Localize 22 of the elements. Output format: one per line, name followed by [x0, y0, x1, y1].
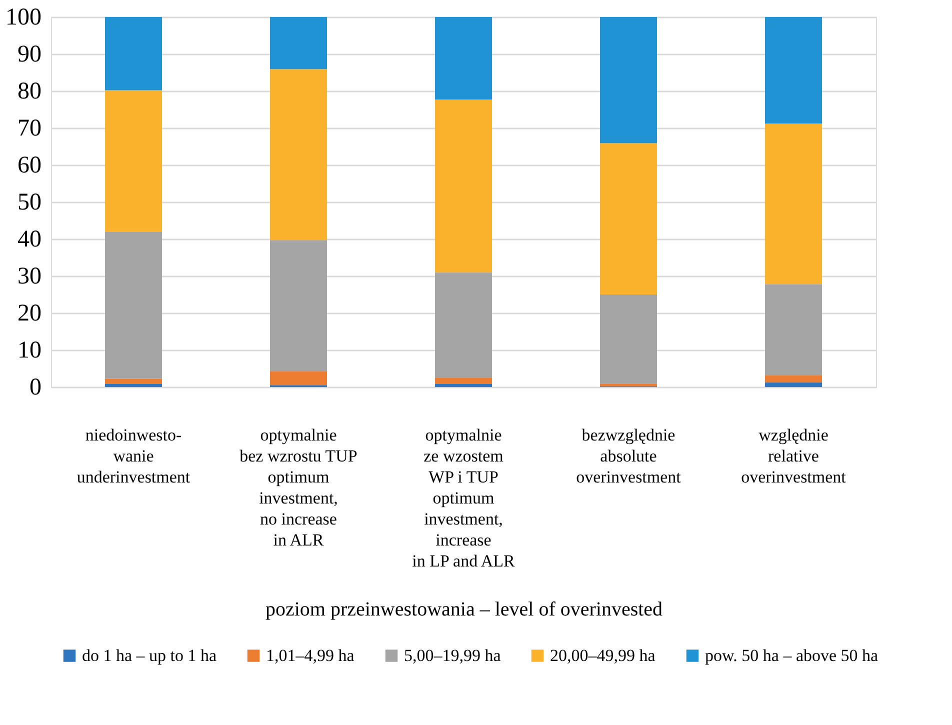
y-tick-label: 50 — [18, 190, 42, 216]
y-tick-label: 40 — [18, 226, 42, 252]
legend-label: 20,00–49,99 ha — [550, 646, 656, 665]
legend-label: pow. 50 ha – above 50 ha — [705, 646, 879, 665]
y-tick-label: 60 — [18, 152, 42, 178]
y-tick-label: 30 — [18, 264, 42, 290]
y-tick-label: 0 — [30, 374, 42, 400]
x-tick-label: optymalnie ze wzostem WP i TUP optimum investment, increase in LP and ALR — [412, 426, 516, 570]
x-tick-label: względnie relative overinvestment — [741, 426, 846, 486]
x-tick-label: niedoinwesto- wanie underinvestment — [76, 426, 190, 486]
x-axis-title: poziom przeinwestowania – level of overinvested — [265, 598, 663, 620]
y-tick-label: 80 — [18, 78, 42, 104]
x-tick-label: bezwzględnie absolute overinvestment — [576, 426, 682, 486]
y-tick-label: 10 — [18, 338, 42, 364]
legend-label: 5,00–19,99 ha — [404, 646, 502, 665]
y-tick-label: 100 — [6, 4, 42, 30]
legend-label: do 1 ha – up to 1 ha — [82, 646, 218, 665]
y-tick-label: 70 — [18, 116, 42, 142]
y-tick-label: 20 — [18, 300, 42, 326]
y-tick-label: 90 — [18, 42, 42, 68]
legend-label: 1,01–4,99 ha — [266, 646, 355, 665]
x-tick-label: optymalnie bez wzrostu TUP optimum investment, no increase in ALR — [240, 426, 358, 550]
